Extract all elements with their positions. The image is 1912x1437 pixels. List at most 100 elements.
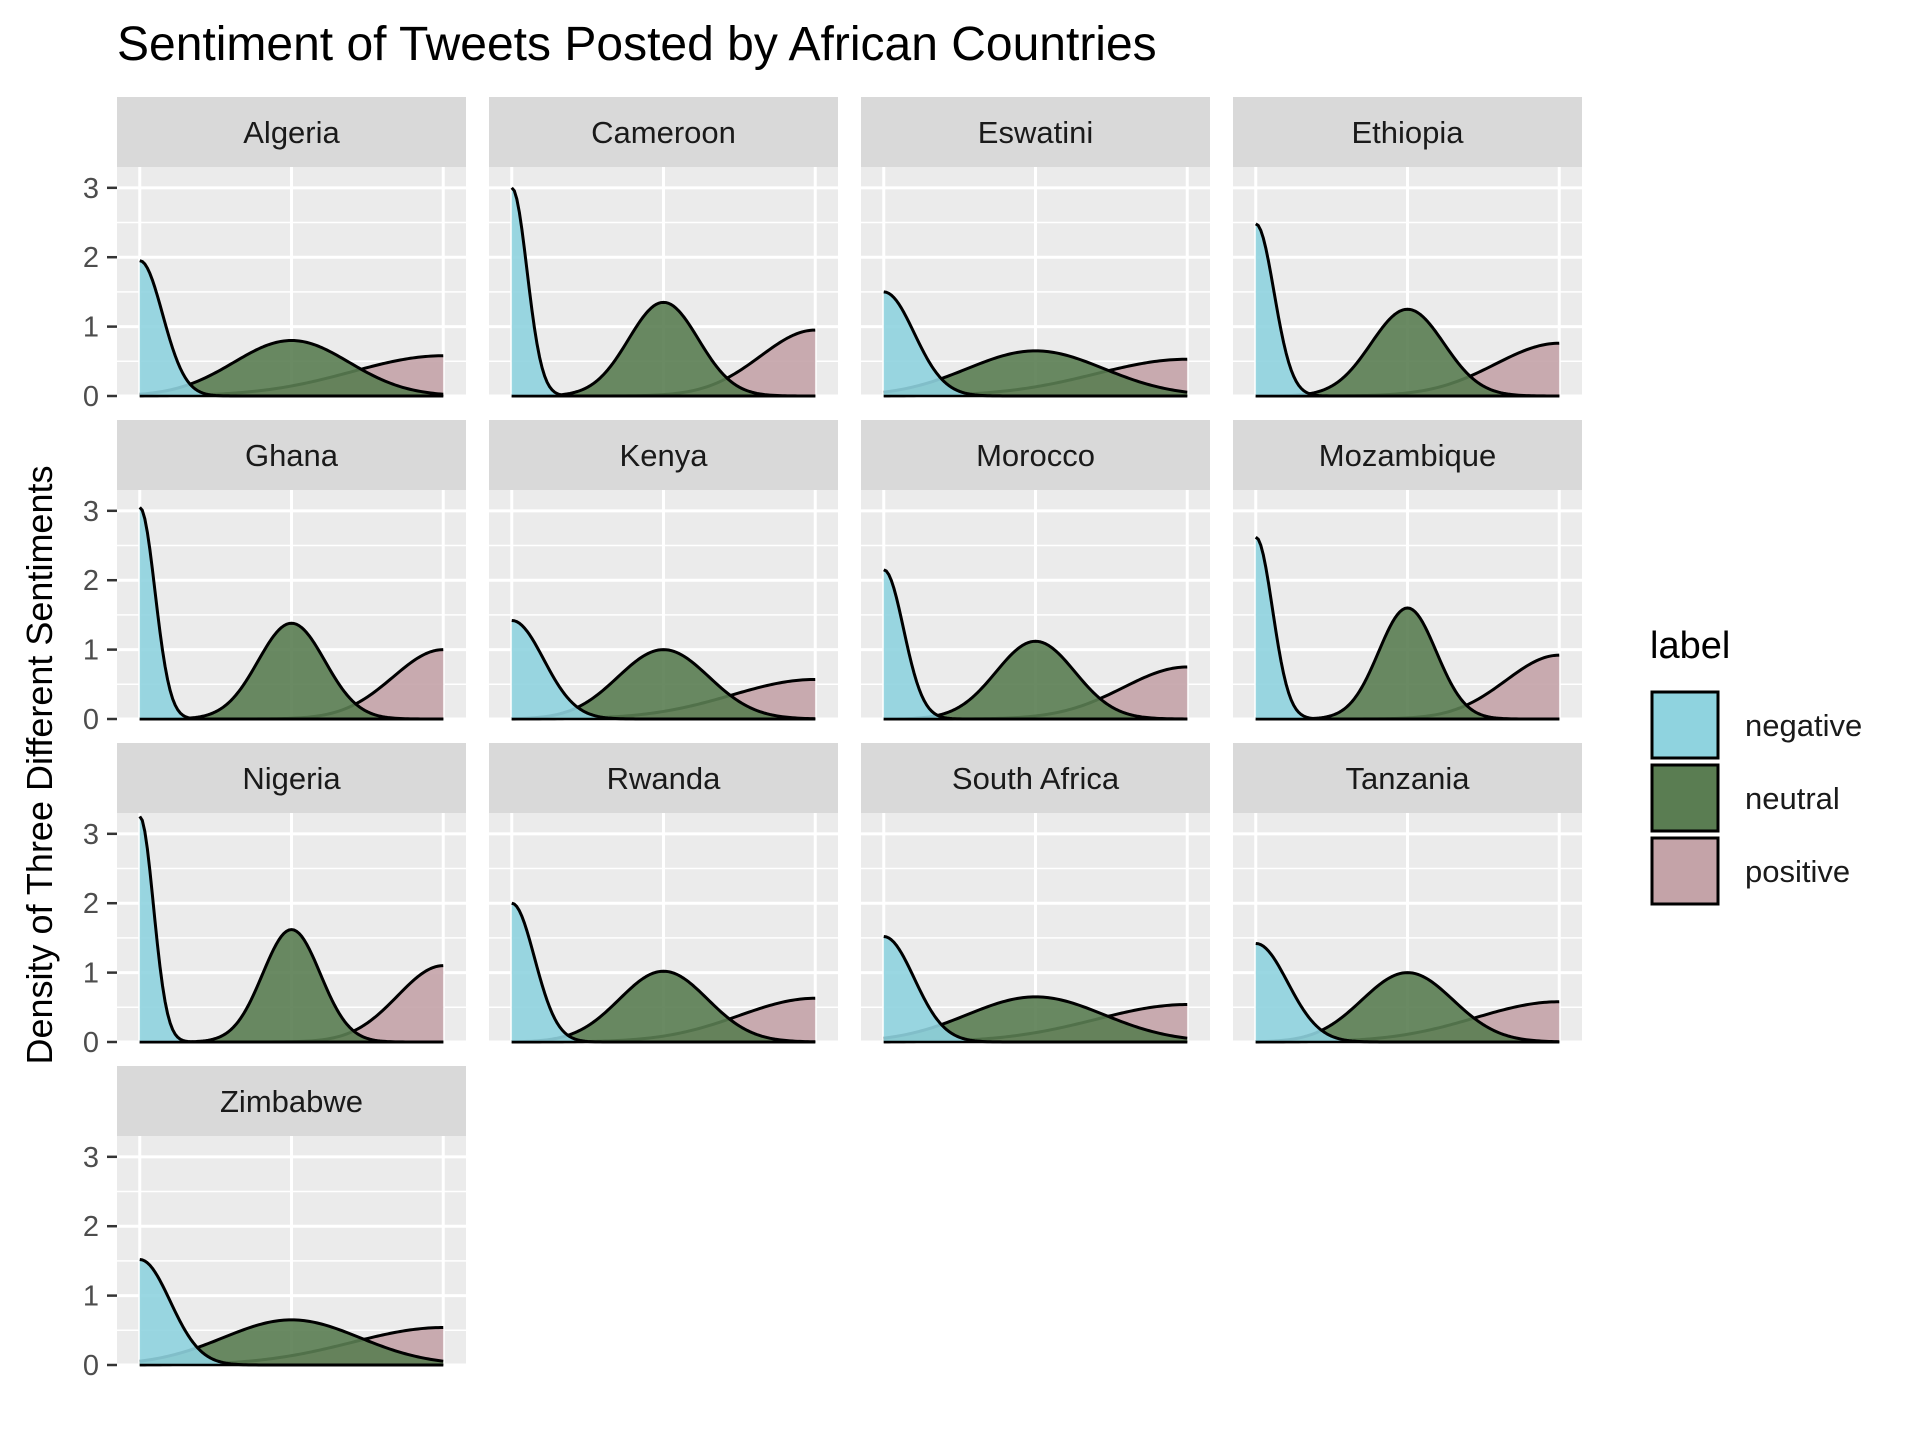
facet-label: Algeria xyxy=(243,115,340,150)
density-area-negative xyxy=(883,569,1188,719)
facet-strip xyxy=(117,97,466,167)
facet-strip xyxy=(489,97,838,167)
y-tick-label: 1 xyxy=(83,958,99,990)
density-area-neutral xyxy=(139,1319,444,1365)
facet-panel: Tanzania xyxy=(1233,743,1582,1044)
density-area-negative xyxy=(139,1259,444,1365)
facet-strip xyxy=(489,420,838,490)
facet-strip xyxy=(117,1066,466,1136)
density-area-negative xyxy=(511,187,816,396)
density-area-negative xyxy=(139,507,444,719)
facet-label: Morocco xyxy=(976,438,1095,473)
density-area-negative xyxy=(883,936,1188,1042)
y-tick-label: 0 xyxy=(83,1027,99,1059)
facet-label: Cameroon xyxy=(591,115,736,150)
density-area-neutral xyxy=(1255,972,1560,1042)
facet-strip xyxy=(117,743,466,813)
density-area-neutral xyxy=(1255,309,1560,396)
y-tick-label: 1 xyxy=(83,1281,99,1313)
density-area-neutral xyxy=(883,996,1188,1042)
facet-panel: Eswatini xyxy=(861,97,1210,398)
chart-title: Sentiment of Tweets Posted by African Co… xyxy=(117,18,1157,71)
facet-strip xyxy=(1233,97,1582,167)
density-area-negative xyxy=(1255,943,1560,1042)
legend-key xyxy=(1650,836,1720,906)
facet-panel: South Africa xyxy=(861,743,1210,1044)
y-tick-label: 2 xyxy=(83,1211,99,1243)
density-area-neutral xyxy=(883,641,1188,719)
facet-panel: Ethiopia xyxy=(1233,97,1582,398)
y-tick-label: 0 xyxy=(83,1350,99,1382)
y-tick-label: 3 xyxy=(83,496,99,528)
density-area-positive xyxy=(1255,343,1560,396)
facet-label: South Africa xyxy=(952,761,1120,796)
density-area-negative xyxy=(883,291,1188,396)
density-area-negative xyxy=(139,260,444,396)
y-tick-label: 2 xyxy=(83,888,99,920)
legend-key xyxy=(1650,763,1720,833)
y-axis-label: Density of Three Different Sentiments xyxy=(19,466,60,1065)
facet-strip xyxy=(1233,743,1582,813)
facet-panel: Nigeria 0 1 2 3 xyxy=(83,743,466,1059)
facet-label: Rwanda xyxy=(607,761,721,796)
facet-strip xyxy=(861,743,1210,813)
density-area-neutral xyxy=(511,971,816,1042)
y-tick-label: 3 xyxy=(83,1142,99,1174)
legend-key xyxy=(1650,690,1720,760)
facet-panel: Kenya xyxy=(489,420,838,721)
legend-keys: negative neutral positive xyxy=(1650,690,1862,906)
density-area-neutral xyxy=(139,340,444,396)
density-area-positive xyxy=(139,965,444,1042)
density-area-neutral xyxy=(1255,607,1560,719)
legend-item-neutral: neutral xyxy=(1650,763,1840,833)
facet-panel: Rwanda xyxy=(489,743,838,1044)
facet-panel: Cameroon xyxy=(489,97,838,398)
density-area-neutral xyxy=(139,623,444,719)
density-area-neutral xyxy=(511,302,816,396)
facet-panel: Zimbabwe 0 1 2 3 xyxy=(83,1066,466,1382)
facet-strip xyxy=(861,97,1210,167)
legend-item-negative: negative xyxy=(1650,690,1862,760)
legend-label: positive xyxy=(1745,854,1850,889)
density-area-neutral xyxy=(511,649,816,719)
density-area-negative xyxy=(511,620,816,719)
facet-label: Tanzania xyxy=(1345,761,1470,796)
y-tick-label: 0 xyxy=(83,704,99,736)
density-area-positive xyxy=(511,330,816,396)
legend: label negative neutral positive xyxy=(1650,625,1862,906)
y-tick-label: 0 xyxy=(83,381,99,413)
y-tick-label: 2 xyxy=(83,242,99,274)
legend-item-positive: positive xyxy=(1650,836,1850,906)
facet-strip xyxy=(861,420,1210,490)
density-area-positive xyxy=(139,649,444,719)
legend-title: label xyxy=(1650,625,1730,667)
facet-label: Kenya xyxy=(620,438,709,473)
legend-label: negative xyxy=(1745,708,1862,743)
facet-label: Nigeria xyxy=(242,761,341,796)
y-tick-label: 2 xyxy=(83,565,99,597)
legend-label: neutral xyxy=(1745,781,1840,816)
y-tick-label: 1 xyxy=(83,312,99,344)
facet-panel: Algeria 0 1 2 3 xyxy=(83,97,466,413)
facet-label: Mozambique xyxy=(1319,438,1496,473)
facet-strip xyxy=(1233,420,1582,490)
density-area-negative xyxy=(511,903,816,1042)
facet-strip xyxy=(489,743,838,813)
density-area-neutral xyxy=(883,350,1188,396)
density-area-negative xyxy=(1255,537,1560,719)
facet-label: Ethiopia xyxy=(1351,115,1464,150)
density-area-negative xyxy=(1255,223,1560,396)
facet-panel: Morocco xyxy=(861,420,1210,721)
facet-label: Ghana xyxy=(245,438,339,473)
density-area-neutral xyxy=(139,929,444,1042)
facet-label: Zimbabwe xyxy=(220,1084,363,1119)
facet-panels: Algeria 0 1 2 3 Cameroon Eswatini Ethiopia Ghana… xyxy=(83,97,1582,1382)
facet-label: Eswatini xyxy=(978,115,1093,150)
y-tick-label: 1 xyxy=(83,635,99,667)
y-tick-label: 3 xyxy=(83,819,99,851)
density-area-positive xyxy=(1255,655,1560,719)
facet-strip xyxy=(117,420,466,490)
facet-panel: Mozambique xyxy=(1233,420,1582,721)
facet-panel: Ghana 0 1 2 3 xyxy=(83,420,466,736)
